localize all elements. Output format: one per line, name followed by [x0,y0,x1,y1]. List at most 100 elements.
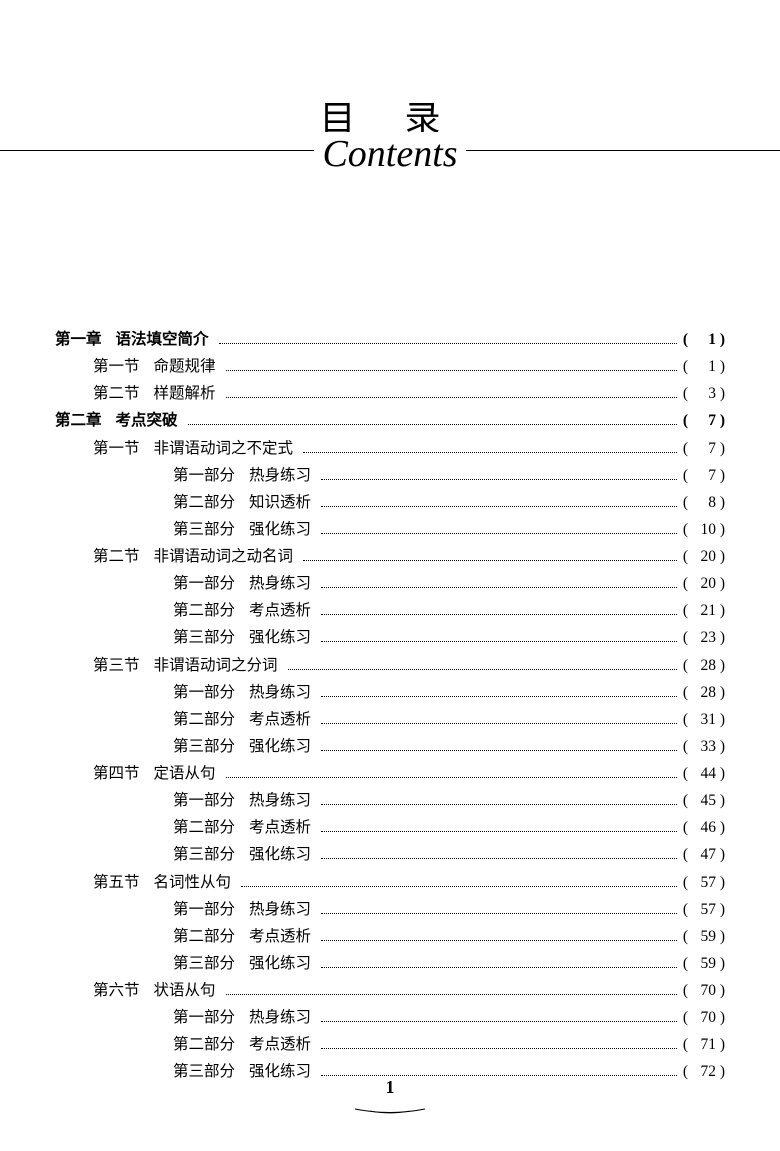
table-of-contents: 第一章语法填空简介( 1 )第一节命题规律( 1 )第二节样题解析( 3 )第二… [55,326,725,1086]
toc-row: 第四节定语从句 ( 44 ) [55,760,725,787]
toc-page-number: ( 10 ) [683,516,725,543]
toc-leader-dots [219,343,677,344]
toc-label: 第二部分 [173,597,235,624]
toc-leader-dots [321,940,677,941]
toc-page-number: ( 7 ) [683,435,725,462]
toc-label: 第一部分 [173,679,235,706]
footer-ornament-icon [0,1100,780,1121]
toc-page-number: ( 33 ) [683,733,725,760]
toc-leader-dots [321,913,677,914]
toc-row: 第二节样题解析 ( 3 ) [55,380,725,407]
toc-page-number: ( 1 ) [683,326,725,353]
toc-label: 第二部分 [173,814,235,841]
page-header: 目 录 Contents [55,90,725,176]
toc-title: 非谓语动词之动名词 [154,543,294,570]
toc-title: 状语从句 [154,977,216,1004]
toc-page-number: ( 1 ) [683,353,725,380]
toc-title: 强化练习 [249,950,311,977]
toc-title: 样题解析 [154,380,216,407]
toc-title: 热身练习 [249,462,311,489]
toc-leader-dots [321,587,677,588]
toc-title: 考点透析 [249,814,311,841]
toc-row: 第一部分热身练习( 70 ) [55,1004,725,1031]
toc-page-number: ( 3 ) [683,380,725,407]
toc-page-number: ( 31 ) [683,706,725,733]
toc-label: 第三部分 [173,733,235,760]
toc-title: 考点透析 [249,597,311,624]
toc-row: 第一节命题规律( 1 ) [55,353,725,380]
toc-page-number: ( 7 ) [683,462,725,489]
toc-title: 语法填空简介 [116,326,209,353]
toc-title: 非谓语动词之不定式 [154,435,294,462]
toc-label: 第二部分 [173,1031,235,1058]
toc-row: 第一部分热身练习 ( 7 ) [55,462,725,489]
page-number: 1 [0,1077,780,1098]
toc-title: 热身练习 [249,787,311,814]
toc-row: 第二部分考点透析 ( 21 ) [55,597,725,624]
toc-page-number: ( 8 ) [683,489,725,516]
toc-row: 第一部分热身练习( 20 ) [55,570,725,597]
toc-row: 第二部分考点透析( 59 ) [55,923,725,950]
toc-title: 知识透析 [249,489,311,516]
toc-title: 考点透析 [249,1031,311,1058]
toc-leader-dots [321,750,677,751]
toc-title: 非谓语动词之分词 [154,652,278,679]
toc-page-number: ( 71 ) [683,1031,725,1058]
toc-leader-dots [321,506,677,507]
toc-label: 第一节 [93,435,140,462]
toc-page-number: ( 28 ) [683,652,725,679]
toc-label: 第二节 [93,380,140,407]
toc-label: 第五节 [93,869,140,896]
toc-label: 第三部分 [173,516,235,543]
toc-row: 第五节名词性从句( 57 ) [55,869,725,896]
toc-label: 第二节 [93,543,140,570]
toc-title: 定语从句 [154,760,216,787]
toc-leader-dots [321,641,677,642]
toc-label: 第二部分 [173,706,235,733]
toc-leader-dots [226,994,677,995]
toc-label: 第一部分 [173,787,235,814]
toc-label: 第四节 [93,760,140,787]
toc-label: 第六节 [93,977,140,1004]
toc-label: 第三部分 [173,950,235,977]
toc-label: 第一节 [93,353,140,380]
toc-leader-dots [321,831,677,832]
toc-title: 考点透析 [249,923,311,950]
toc-label: 第三部分 [173,624,235,651]
toc-page-number: ( 70 ) [683,977,725,1004]
toc-page-number: ( 21 ) [683,597,725,624]
toc-label: 第一部分 [173,462,235,489]
toc-title: 强化练习 [249,841,311,868]
toc-page-number: ( 44 ) [683,760,725,787]
toc-title: 名词性从句 [154,869,232,896]
toc-leader-dots [226,370,677,371]
toc-row: 第二节非谓语动词之动名词 ( 20 ) [55,543,725,570]
toc-label: 第二章 [55,407,102,434]
toc-row: 第三部分强化练习 ( 33 ) [55,733,725,760]
toc-title: 强化练习 [249,624,311,651]
toc-leader-dots [188,424,677,425]
toc-row: 第三部分强化练习 ( 59 ) [55,950,725,977]
toc-label: 第一章 [55,326,102,353]
toc-page-number: ( 46 ) [683,814,725,841]
toc-leader-dots [321,696,677,697]
toc-leader-dots [321,723,677,724]
toc-page-number: ( 70 ) [683,1004,725,1031]
toc-title: 考点突破 [116,407,178,434]
toc-page-number: ( 59 ) [683,950,725,977]
toc-title: 强化练习 [249,733,311,760]
toc-page-number: ( 23 ) [683,624,725,651]
toc-row: 第一部分热身练习( 57 ) [55,896,725,923]
toc-leader-dots [321,1021,677,1022]
toc-title: 考点透析 [249,706,311,733]
toc-page-number: ( 45 ) [683,787,725,814]
page-footer: 1 [0,1077,780,1121]
toc-label: 第一部分 [173,896,235,923]
toc-label: 第三部分 [173,841,235,868]
toc-page-number: ( 20 ) [683,543,725,570]
toc-page-number: ( 57 ) [683,896,725,923]
toc-row: 第三部分强化练习( 47 ) [55,841,725,868]
toc-row: 第三部分强化练习( 10 ) [55,516,725,543]
toc-leader-dots [321,614,677,615]
toc-leader-dots [321,967,677,968]
